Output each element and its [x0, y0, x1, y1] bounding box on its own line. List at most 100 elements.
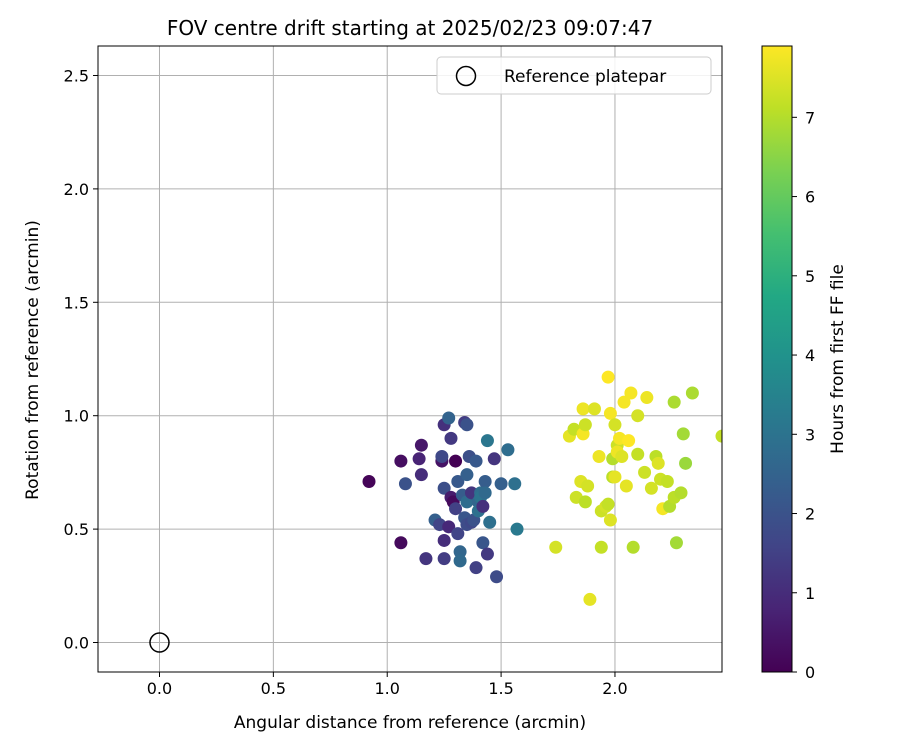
data-point	[679, 456, 693, 470]
x-axis-ticks: 0.0 0.5 1.0 1.5 2.0	[147, 672, 628, 698]
colorbar-tick-label: 0	[805, 663, 815, 682]
x-tick-label: 1.5	[488, 679, 513, 698]
colorbar: 0 1 2 3 4 5 6 7 Hours from first FF file	[761, 45, 848, 682]
y-tick-label: 1.0	[64, 407, 89, 426]
y-tick-label: 0.5	[64, 520, 89, 539]
data-point	[449, 502, 463, 516]
data-point	[676, 427, 690, 441]
data-point	[437, 481, 451, 495]
data-point	[583, 592, 597, 606]
y-tick-label: 0.0	[64, 634, 89, 653]
data-point	[478, 486, 492, 500]
legend-box	[436, 56, 712, 95]
reference-platepar-marker	[149, 632, 170, 653]
data-point	[578, 418, 592, 432]
data-point	[510, 522, 524, 536]
data-point	[451, 474, 465, 488]
x-axis-label: Angular distance from reference (arcmin)	[234, 713, 586, 733]
data-point	[603, 513, 617, 527]
data-points	[362, 370, 722, 606]
data-point	[549, 540, 563, 554]
data-point	[414, 468, 428, 482]
colorbar-tick-label: 7	[805, 108, 815, 127]
data-point	[685, 386, 699, 400]
data-point	[476, 499, 490, 513]
colorbar-tick-label: 2	[805, 505, 815, 524]
data-point	[480, 547, 494, 561]
x-tick-label: 0.0	[147, 679, 172, 698]
data-point	[487, 452, 501, 466]
data-point	[412, 452, 426, 466]
data-point	[715, 429, 722, 443]
data-point	[667, 395, 681, 409]
colorbar-tick-label: 4	[805, 346, 815, 365]
data-point	[437, 552, 451, 566]
colorbar-tick-label: 5	[805, 267, 815, 286]
data-point	[617, 395, 631, 409]
data-point	[501, 443, 515, 457]
colorbar-tick-label: 6	[805, 188, 815, 207]
data-point	[490, 570, 504, 584]
x-tick-label: 2.0	[602, 679, 627, 698]
data-point	[442, 411, 456, 425]
data-point	[414, 438, 428, 452]
data-point	[601, 497, 615, 511]
data-point	[669, 536, 683, 550]
data-point	[608, 418, 622, 432]
x-tick-label: 1.0	[374, 679, 399, 698]
y-axis-ticks: 0.0 0.5 1.0 1.5 2.0 2.5	[64, 66, 98, 653]
data-point	[460, 468, 474, 482]
data-point	[437, 533, 451, 547]
data-point	[644, 481, 658, 495]
data-point	[587, 402, 601, 416]
data-point	[469, 561, 483, 575]
data-point	[451, 527, 465, 541]
data-point	[494, 477, 508, 491]
y-tick-label: 2.5	[64, 66, 89, 85]
plot-area	[97, 45, 723, 673]
data-point	[478, 474, 492, 488]
data-point	[453, 554, 467, 568]
legend: Reference platepar	[436, 56, 712, 95]
data-point	[608, 470, 622, 484]
data-point	[442, 520, 456, 534]
legend-marker-icon	[455, 65, 477, 87]
data-point	[394, 454, 408, 468]
data-point	[631, 447, 645, 461]
data-point	[578, 495, 592, 509]
x-tick-label: 0.5	[261, 679, 286, 698]
data-point	[453, 545, 467, 559]
grid-lines	[98, 46, 722, 672]
colorbar-label: Hours from first FF file	[828, 264, 848, 454]
data-point	[394, 536, 408, 550]
y-axis-label: Rotation from reference (arcmin)	[23, 220, 43, 500]
legend-label: Reference platepar	[504, 67, 666, 87]
data-point	[603, 406, 617, 420]
y-tick-label: 1.5	[64, 293, 89, 312]
data-point	[638, 465, 652, 479]
data-point	[469, 454, 483, 468]
colorbar-tick-label: 1	[805, 584, 815, 603]
data-point	[449, 454, 463, 468]
data-point	[674, 486, 688, 500]
data-point	[508, 477, 522, 491]
data-point	[619, 479, 633, 493]
data-point	[476, 536, 490, 550]
data-point	[480, 434, 494, 448]
data-point	[460, 418, 474, 432]
data-point	[592, 450, 606, 464]
data-point	[581, 479, 595, 493]
plot-frame	[97, 45, 723, 673]
y-tick-label: 2.0	[64, 180, 89, 199]
data-point	[483, 515, 497, 529]
data-point	[624, 386, 638, 400]
data-point	[640, 391, 654, 405]
colorbar-tick-label: 3	[805, 425, 815, 444]
data-point	[631, 409, 645, 423]
colorbar-ticks: 0 1 2 3 4 5 6 7	[792, 108, 815, 682]
data-point	[615, 450, 629, 464]
data-point	[419, 552, 433, 566]
data-point	[576, 402, 590, 416]
data-point	[435, 450, 449, 464]
